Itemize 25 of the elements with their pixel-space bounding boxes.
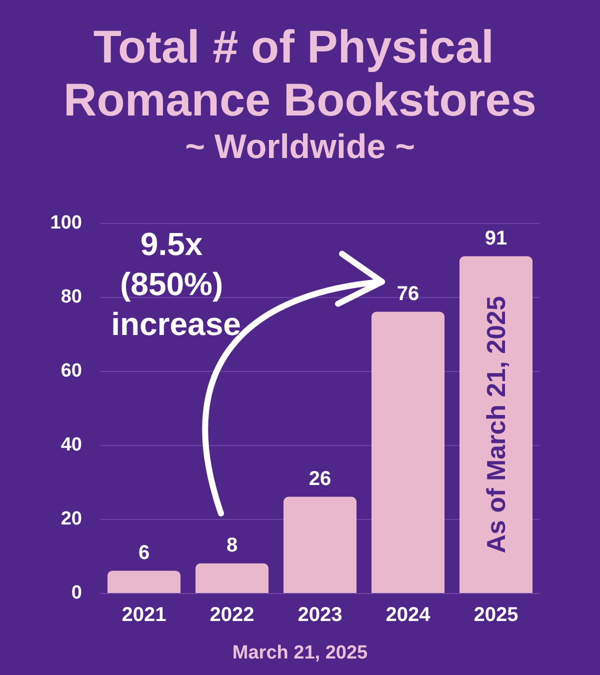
bar bbox=[283, 496, 357, 593]
y-tick-label: 40 bbox=[60, 434, 82, 456]
bar bbox=[459, 256, 533, 593]
x-tick-label: 2022 bbox=[210, 604, 254, 626]
y-tick-label: 20 bbox=[60, 508, 82, 530]
y-tick-label: 0 bbox=[71, 582, 82, 604]
x-tick-label: 2025 bbox=[474, 604, 518, 626]
annotation: 9.5x (850%) increase bbox=[111, 226, 241, 342]
data-label: 6 bbox=[138, 542, 150, 564]
annotation: As of March 21, 2025 bbox=[481, 296, 511, 554]
chart-title: Total # of Physical Romance Bookstores bbox=[64, 20, 536, 126]
chart-subtitle: ~ Worldwide ~ bbox=[185, 128, 415, 166]
bar bbox=[195, 563, 269, 593]
x-tick-label: 2021 bbox=[122, 604, 166, 626]
x-tick-label: 2024 bbox=[386, 604, 432, 626]
data-label: 8 bbox=[226, 534, 238, 556]
bar bbox=[107, 570, 181, 593]
data-label: 26 bbox=[308, 468, 332, 490]
text: March 21, 2025 bbox=[232, 642, 368, 664]
data-label: 76 bbox=[396, 282, 420, 305]
y-tick-label: 60 bbox=[60, 360, 82, 382]
data-label: 91 bbox=[484, 227, 508, 250]
y-tick-label: 100 bbox=[50, 212, 82, 234]
x-tick-label: 2023 bbox=[298, 604, 342, 626]
y-tick-label: 80 bbox=[60, 286, 82, 308]
